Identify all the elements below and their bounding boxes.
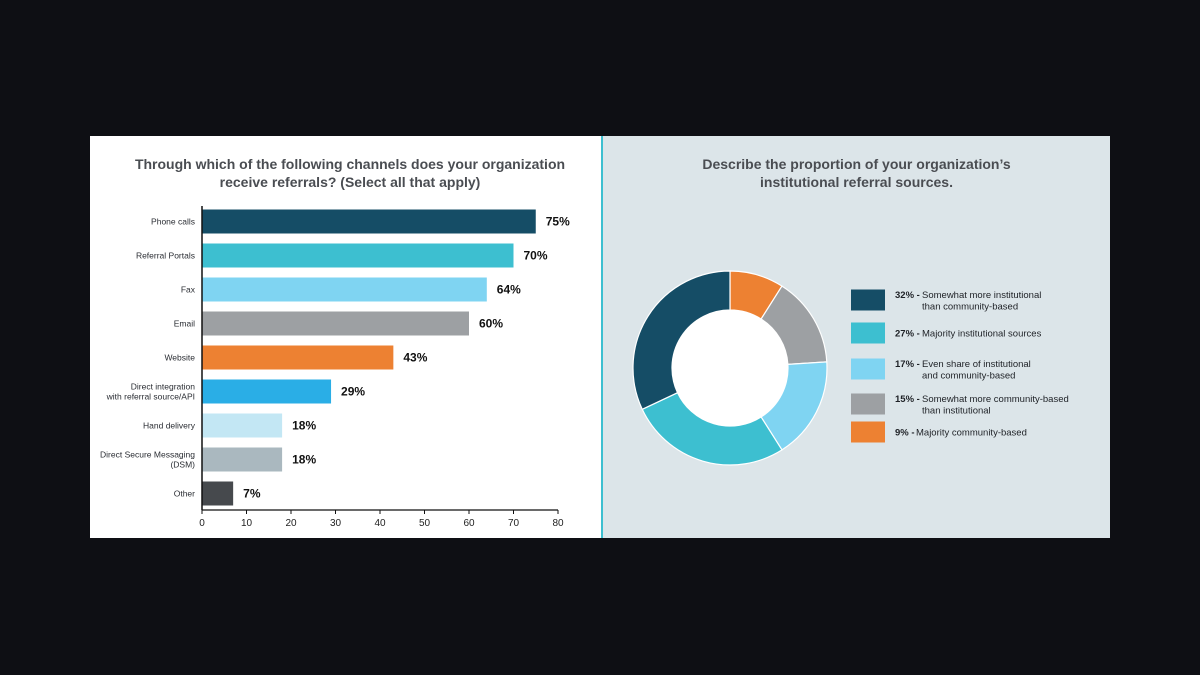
- bar-7: [202, 447, 283, 472]
- x-tick-label: 30: [330, 518, 342, 529]
- bar-3: [202, 311, 469, 336]
- legend-label: Somewhat more community-based than instit…: [922, 394, 1069, 417]
- legend-swatch: [851, 289, 885, 311]
- x-tick-label: 0: [199, 518, 205, 529]
- legend-percent: 27% -: [895, 329, 920, 340]
- bar-value-label: 7%: [243, 487, 261, 501]
- x-tick-label: 80: [552, 518, 564, 529]
- bar-value-label: 60%: [479, 317, 503, 331]
- donut-chart: 32% - Somewhat more institutional than com…: [632, 270, 1069, 466]
- legend-percent: 32% -: [895, 290, 920, 301]
- bar-8: [202, 481, 234, 506]
- x-tick-label: 20: [285, 518, 297, 529]
- category-label: Phone calls: [151, 217, 195, 227]
- category-label: Referral Portals: [136, 251, 195, 261]
- legend-percent: 17% -: [895, 359, 920, 370]
- bar-6: [202, 413, 283, 438]
- category-label: Direct integration with referral source/A…: [106, 382, 196, 402]
- report-card: Through which of the following channels …: [90, 136, 1110, 538]
- bar-value-label: 18%: [292, 453, 316, 467]
- bar-chart-title: Through which of the following channels …: [134, 156, 566, 190]
- bar-4: [202, 345, 394, 370]
- legend-label: Majority institutional sources: [922, 329, 1042, 340]
- legend-swatch: [851, 322, 885, 344]
- donut-chart-title: Describe the proportion of your organiza…: [702, 156, 1011, 190]
- bar-5: [202, 379, 332, 404]
- panel-divider: [601, 136, 603, 538]
- bar-0: [202, 209, 536, 234]
- bar-value-label: 43%: [403, 351, 427, 365]
- bar-chart: 75% Phone calls 70% Referral Portals 64% Fax 6…: [100, 206, 570, 529]
- category-label: Fax: [181, 285, 196, 295]
- legend-swatch: [851, 421, 885, 443]
- category-label: Hand delivery: [143, 421, 196, 431]
- x-tick-label: 70: [508, 518, 520, 529]
- x-tick-label: 10: [241, 518, 253, 529]
- donut-chart-panel: Describe the proportion of your organiza…: [603, 136, 1110, 538]
- bar-value-label: 70%: [524, 249, 548, 263]
- category-label: Direct Secure Messaging (DSM): [100, 450, 195, 470]
- legend-label: Even share of institutional and community…: [922, 359, 1031, 382]
- bar-value-label: 64%: [497, 283, 521, 297]
- bar-value-label: 29%: [341, 385, 365, 399]
- legend-percent: 9% -: [895, 428, 915, 439]
- donut-hole: [672, 310, 788, 426]
- legend-label: Somewhat more institutional than communit…: [922, 290, 1041, 313]
- category-label: Other: [174, 489, 195, 499]
- x-tick-label: 40: [374, 518, 386, 529]
- bar-1: [202, 243, 514, 268]
- bar-chart-panel: Through which of the following channels …: [90, 136, 601, 538]
- legend-label: Majority community-based: [916, 428, 1027, 439]
- category-label: Email: [174, 319, 195, 329]
- legend-swatch: [851, 393, 885, 415]
- category-label: Website: [164, 353, 195, 363]
- bar-2: [202, 277, 487, 302]
- bar-value-label: 75%: [546, 215, 570, 229]
- x-tick-label: 60: [463, 518, 475, 529]
- x-tick-label: 50: [419, 518, 431, 529]
- legend-swatch: [851, 358, 885, 380]
- bar-value-label: 18%: [292, 419, 316, 433]
- legend-percent: 15% -: [895, 394, 920, 405]
